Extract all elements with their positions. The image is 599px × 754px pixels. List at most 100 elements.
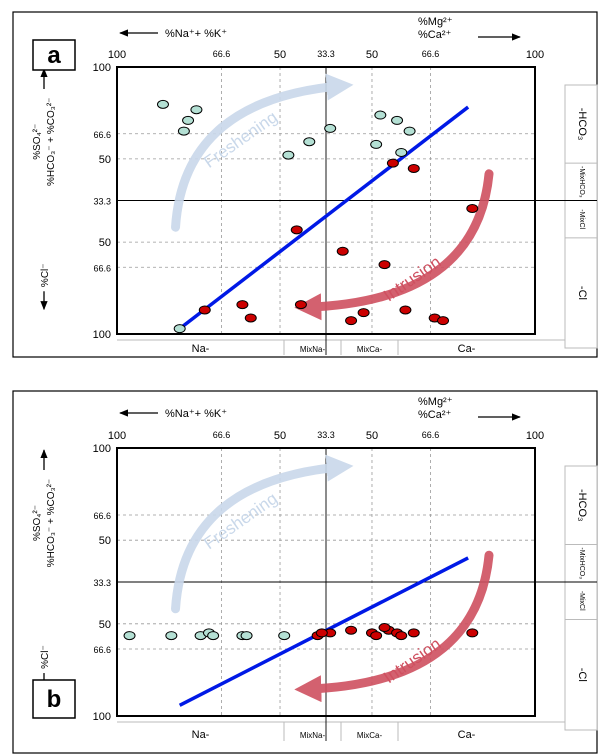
saline-sample-point [294,300,307,310]
intrusion-arrow [294,169,494,321]
top-axis-tick-label: 100 [526,49,544,61]
chart-panel-a: -HCO₃ -MixHCO₃ -MixCl -Cl Na- MixNa- MixCa- Ca-… [12,11,598,358]
right-zone-label: -Cl [576,668,588,682]
top-axis-tick-label: 50 [366,49,378,61]
freshening-arrow [171,73,354,232]
saline-sample-point [236,300,249,310]
saline-sample-point [466,204,479,214]
panel-label-box [32,39,76,71]
saline-sample-point [378,623,391,633]
top-axis-right-label-2: %Ca²⁺ [418,409,452,421]
top-axis-tick-label: 50 [274,430,286,442]
left-axis-tick-label: 66.6 [93,511,111,521]
saline-sample-point [437,316,450,326]
left-axis-tick-label: 66.6 [93,645,111,655]
plot-border [116,66,536,335]
left-axis-tick-label: 50 [99,237,111,249]
top-axis-tick-label: 100 [108,430,126,442]
saline-sample-point [290,225,303,235]
top-axis-left-label: %Na⁺+ %K⁺ [165,408,227,420]
right-zone-column [564,84,598,349]
fresh-sample-point [278,631,291,641]
top-axis-tick-label: 50 [274,49,286,61]
fresh-sample-point [370,139,383,149]
fresh-sample-point [207,631,220,641]
fresh-sample-point [324,123,337,133]
left-axis-upper-label-2: %HCO₃⁻ + %CO₃²⁻ [46,98,57,186]
left-axis-tick-label: 33.3 [93,578,111,588]
fresh-sample-point [391,115,404,125]
top-axis-right-label-1: %Mg²⁺ [418,396,453,408]
fresh-sample-point [303,137,316,147]
left-axis-tick-label: 100 [93,711,111,723]
top-axis-right-label-1: %Mg²⁺ [418,16,453,28]
saline-sample-point [407,628,420,638]
right-zone-label: -MixHCO₃ [578,547,585,579]
right-zone-label: -MixHCO₃ [578,166,585,198]
left-axis-lower-label: %Cl⁻ [40,263,51,287]
fresh-sample-point [156,99,169,109]
left-axis-tick-label: 50 [99,154,111,166]
fresh-sample-point [182,115,195,125]
saline-sample-point [466,628,479,638]
left-axis-upper-label-1: %SO₄²⁻ [32,505,43,541]
fresh-sample-point [374,110,387,120]
top-axis-tick-label: 66.6 [422,49,440,59]
bottom-zone-label: MixCa- [357,731,383,740]
right-zone-label: -Cl [576,286,588,300]
fresh-sample-point [240,631,253,641]
saline-sample-point [407,163,420,173]
saline-sample-point [315,628,328,638]
left-axis-lower-label: %Cl⁻ [40,645,51,669]
saline-sample-point [198,305,211,315]
fresh-sample-point [177,126,190,136]
saline-sample-point [345,316,358,326]
left-axis-tick-label: 66.6 [93,130,111,140]
trend-line [178,105,470,331]
intrusion-label: Intrusion [380,252,444,305]
left-axis-tick-label: 33.3 [93,197,111,207]
bottom-zone-label: Na- [192,729,210,741]
top-axis-tick-label: 33.3 [317,49,335,59]
freshening-arrow [171,454,354,614]
right-zone-label: -MixCl [578,209,585,229]
chart-panel-b: -HCO₃ -MixHCO₃ -MixCl -Cl Na- MixNa- MixCa- Ca-… [12,390,598,754]
panel-label: a [47,42,61,69]
plot-border [116,447,536,717]
left-axis-tick-label: 50 [99,535,111,547]
fresh-sample-point [395,147,408,157]
right-zone-label: -HCO₃ [576,108,588,141]
right-zone-label: -MixCl [578,591,585,611]
top-axis-tick-label: 100 [526,430,544,442]
saline-sample-point [336,246,349,256]
panel-label-box [32,679,76,719]
saline-sample-point [345,625,358,635]
fresh-sample-point [165,631,178,641]
panel-label: b [47,686,62,713]
left-axis-tick-label: 100 [93,62,111,74]
saline-sample-point [378,260,391,270]
fresh-sample-point [190,105,203,115]
saline-sample-point [370,631,383,641]
fresh-sample-point [173,324,186,334]
top-axis-tick-label: 50 [366,430,378,442]
bottom-zone-label: Na- [192,343,210,355]
bottom-zone-label: MixNa- [300,345,326,354]
top-axis-tick-label: 66.6 [422,430,440,440]
saline-sample-point [357,308,370,318]
saline-sample-point [244,313,257,323]
left-axis-tick-label: 100 [93,329,111,341]
saline-sample-point [395,631,408,641]
bottom-zone-label: MixNa- [300,731,326,740]
right-zone-column [564,465,598,731]
fresh-sample-point [403,126,416,136]
top-axis-tick-label: 100 [108,49,126,61]
bottom-zone-label: MixCa- [357,345,383,354]
top-axis-tick-label: 66.6 [213,430,231,440]
top-axis-tick-label: 66.6 [213,49,231,59]
top-axis-right-label-2: %Ca²⁺ [418,29,452,41]
intrusion-label: Intrusion [380,634,444,687]
left-axis-tick-label: 100 [93,443,111,455]
left-axis-upper-label-2: %HCO₃⁻ + %CO₃²⁻ [46,479,57,567]
